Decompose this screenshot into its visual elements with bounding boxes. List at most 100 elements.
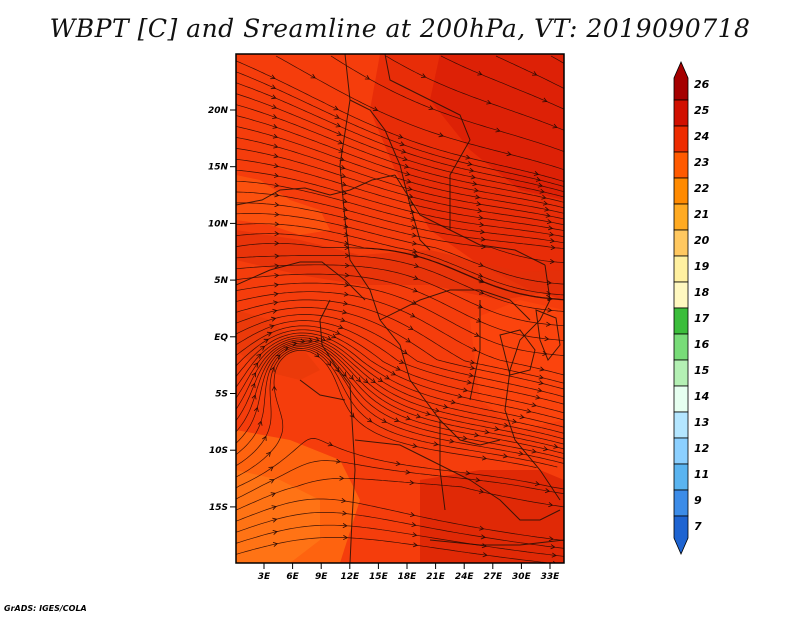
streamline-arrow: [340, 173, 347, 179]
map-frame: [235, 53, 565, 564]
streamline-arrow: [412, 532, 418, 538]
streamline-arrow: [339, 475, 345, 481]
streamline-arrow: [320, 336, 327, 342]
colorbar-swatch: [673, 489, 689, 517]
streamline-arrow: [337, 139, 343, 145]
streamline-arrow: [547, 296, 553, 302]
streamline-arrow: [408, 325, 414, 330]
streamline-arrow: [405, 337, 411, 343]
streamline-arrow: [331, 333, 337, 339]
boundary-path: [339, 54, 381, 321]
streamline-arrow: [341, 371, 347, 377]
streamline-arrow: [475, 194, 481, 200]
streamline: [236, 299, 564, 384]
streamline: [236, 242, 564, 301]
streamline-arrow: [535, 394, 541, 400]
streamline-arrow: [547, 225, 554, 231]
boundary-path: [535, 309, 561, 361]
streamline-arrow: [519, 414, 525, 420]
streamline-arrow: [338, 324, 344, 330]
streamline: [236, 213, 564, 285]
streamline-arrow: [413, 253, 420, 259]
colorbar-swatch: [673, 463, 689, 491]
boundary-path: [236, 174, 396, 206]
streamline-arrow: [335, 122, 341, 128]
streamline-arrow: [266, 451, 271, 457]
streamline-arrow: [553, 443, 559, 449]
streamline-arrow: [413, 275, 419, 281]
streamline-arrow: [541, 194, 547, 200]
streamline-arrow: [539, 188, 545, 194]
streamline-arrow: [273, 143, 279, 149]
streamline-arrow: [415, 413, 422, 419]
colorbar-swatch: [673, 99, 689, 127]
wbpt-shade-east-africa: [470, 300, 564, 430]
streamline-arrow: [411, 300, 417, 305]
boundary-path: [384, 54, 471, 230]
colorbar-swatch: [673, 177, 689, 205]
colorbar-swatch: [673, 151, 689, 179]
streamline-arrow: [545, 321, 552, 327]
streamline-arrow: [474, 332, 480, 337]
streamline-arrow: [469, 365, 476, 371]
streamline-arrow: [370, 378, 376, 384]
streamline-arrow: [494, 426, 500, 432]
streamline-arrow: [486, 99, 492, 105]
lat-tick-label: EQ: [214, 333, 228, 343]
colorbar-label: 12: [694, 442, 710, 455]
streamline-arrow: [539, 366, 545, 372]
streamline-arrow: [450, 399, 456, 405]
lat-tick-label: 15N: [208, 163, 229, 173]
lon-tick-label: 3E: [258, 572, 271, 582]
streamline-arrow: [251, 394, 257, 400]
streamline-arrow: [271, 505, 277, 510]
streamline-arrow: [266, 331, 273, 337]
colorbar-label: 19: [694, 260, 710, 273]
streamline-arrow: [412, 542, 419, 548]
streamline-arrow: [484, 429, 490, 435]
lon-tick-label: 24E: [455, 572, 475, 582]
streamline-arrow: [477, 303, 484, 309]
streamline-arrow: [363, 378, 369, 384]
streamline-arrow: [342, 300, 349, 306]
streamline-arrow: [526, 408, 532, 414]
streamline-arrow: [481, 543, 488, 549]
streamline-arrow: [348, 374, 354, 381]
streamline-arrow: [409, 209, 416, 214]
lon-tick-label: 18E: [398, 572, 418, 582]
streamline-arrow: [292, 341, 298, 347]
streamline-arrow: [272, 133, 279, 139]
streamline: [236, 335, 564, 434]
colorbar-swatch: [673, 125, 689, 153]
streamline: [236, 202, 564, 263]
streamline-arrow: [482, 552, 488, 558]
streamline: [236, 349, 537, 478]
boundary-path: [299, 379, 346, 401]
streamline-arrow: [274, 202, 280, 208]
streamline-arrow: [398, 133, 404, 139]
colorbar-swatch: [673, 61, 689, 101]
streamline: [236, 71, 564, 187]
lon-tick-label: 9E: [315, 572, 328, 582]
streamline-arrow: [413, 263, 420, 268]
streamline-arrow: [381, 418, 387, 423]
streamline-arrow: [548, 231, 555, 237]
lat-tick-label: 10S: [209, 446, 228, 456]
streamline-arrow: [476, 201, 482, 207]
streamline-arrow: [481, 455, 488, 461]
boundary-path: [504, 264, 561, 501]
streamline-arrow: [260, 345, 266, 351]
streamline: [236, 158, 564, 231]
streamline-arrow: [263, 338, 269, 344]
colorbar-label: 22: [694, 182, 710, 195]
colorbar-swatch: [673, 203, 689, 231]
streamline-arrow: [428, 105, 434, 110]
streamline-arrow: [537, 387, 543, 393]
colorbar-swatch: [673, 411, 689, 439]
boundary-path: [319, 299, 356, 563]
streamline-arrow: [532, 71, 538, 76]
colorbar-swatch: [673, 437, 689, 465]
streamline-arrow: [502, 453, 509, 459]
streamline-arrow: [335, 330, 341, 335]
streamline-arrow: [395, 460, 401, 466]
